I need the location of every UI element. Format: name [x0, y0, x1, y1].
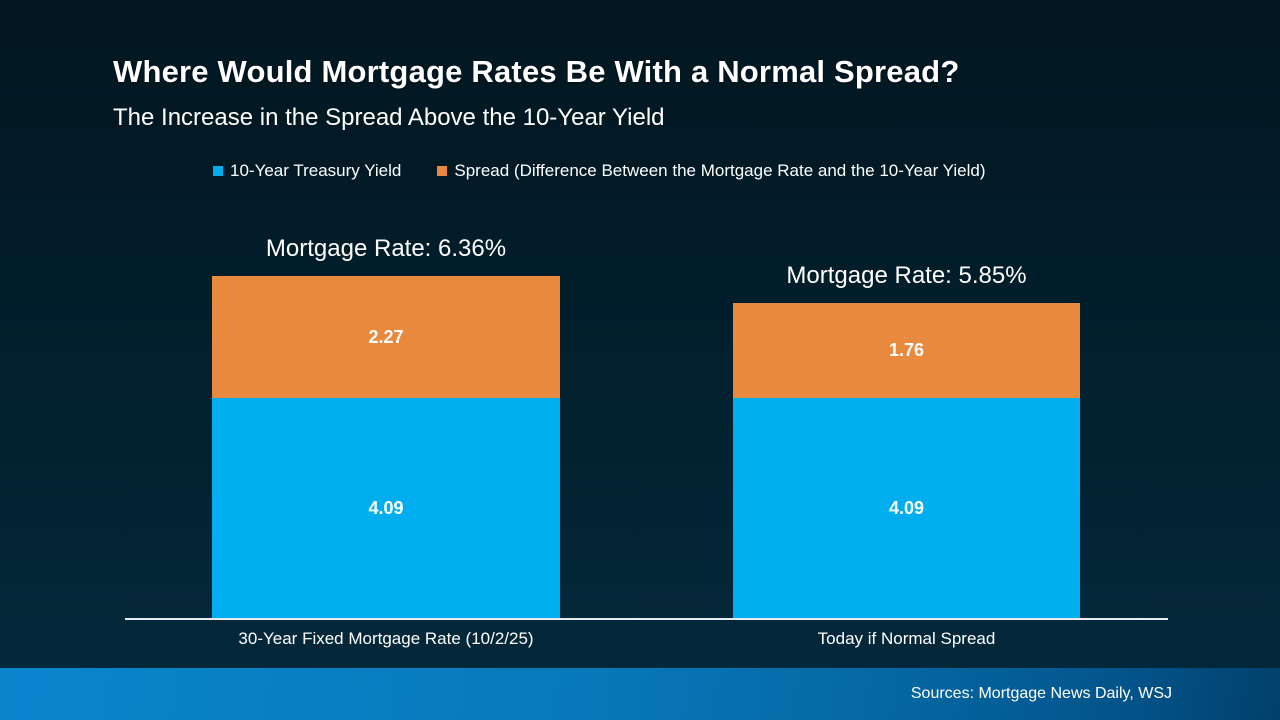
bar-group-current-rate: Mortgage Rate: 6.36% 2.27 4.09 — [212, 0, 560, 618]
x-axis-label-current-rate: 30-Year Fixed Mortgage Rate (10/2/25) — [238, 629, 534, 648]
bar-segment-treasury: 4.09 — [733, 398, 1080, 618]
bar-segment-spread: 1.76 — [733, 303, 1080, 398]
bar-group-normal-spread: Mortgage Rate: 5.85% 1.76 4.09 — [733, 0, 1080, 618]
sources-text: Sources: Mortgage News Daily, WSJ — [910, 685, 1172, 702]
legend-label-treasury: 10-Year Treasury Yield — [230, 161, 402, 180]
bar-segment-value: 2.27 — [368, 326, 404, 347]
treasury-swatch-icon — [213, 166, 223, 176]
page-subtitle: The Increase in the Spread Above the 10-… — [113, 104, 665, 131]
bar-segment-treasury: 4.09 — [212, 398, 560, 618]
bar-segment-value: 1.76 — [888, 340, 925, 360]
page-title: Where Would Mortgage Rates Be With a Nor… — [113, 54, 960, 89]
legend-label-spread: Spread (Difference Between the Mortgage … — [454, 161, 986, 180]
bar-segment-spread: 2.27 — [212, 276, 560, 398]
bar-total-label: Mortgage Rate: 6.36% — [265, 235, 507, 262]
x-axis-line — [125, 618, 1168, 620]
bar-segment-value: 4.09 — [888, 497, 925, 518]
footer-bar: Sources: Mortgage News Daily, WSJ — [0, 668, 1280, 720]
bar-total-label: Mortgage Rate: 5.85% — [786, 262, 1027, 289]
x-axis-label-normal-spread: Today if Normal Spread — [817, 629, 996, 648]
legend-item-treasury: 10-Year Treasury Yield — [213, 161, 401, 181]
legend-item-spread: Spread (Difference Between the Mortgage … — [437, 161, 986, 181]
chart-legend: 10-Year Treasury Yield Spread (Differenc… — [213, 161, 986, 181]
spread-swatch-icon — [437, 166, 448, 176]
bar-segment-value: 4.09 — [368, 497, 404, 518]
